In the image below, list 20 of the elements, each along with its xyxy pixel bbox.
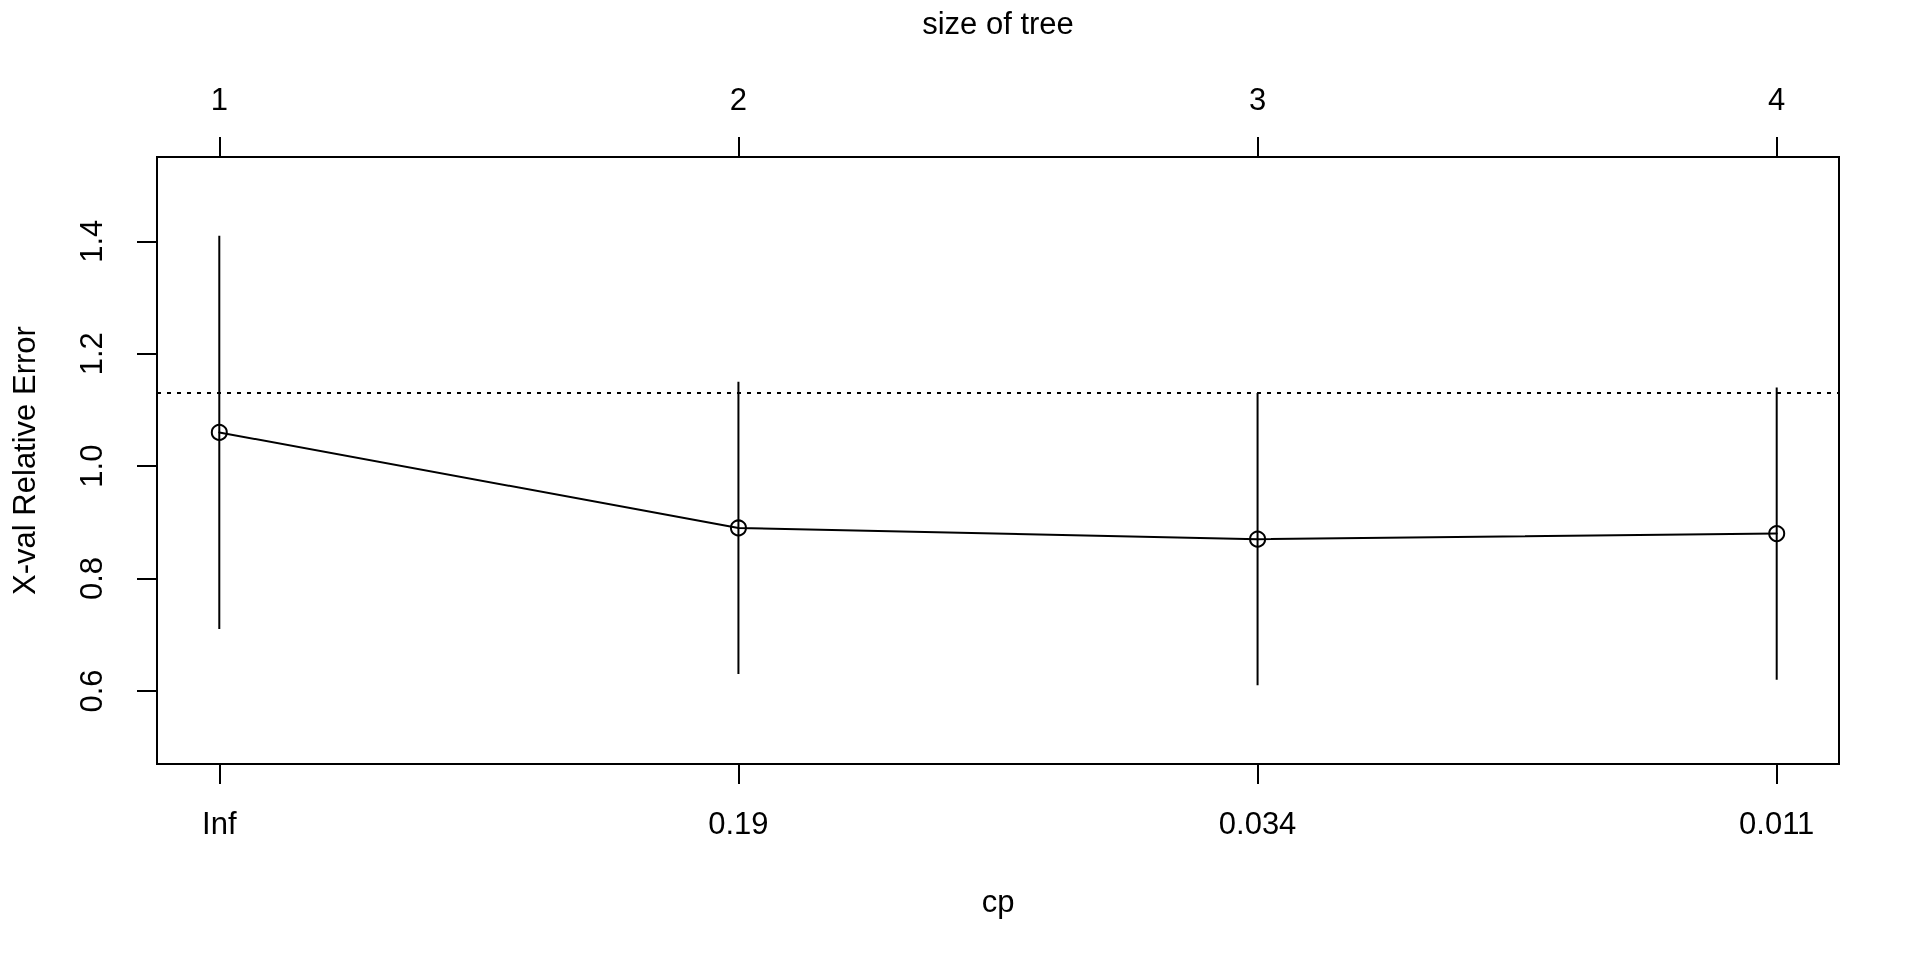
- x-tick-label: 0.011: [1739, 806, 1815, 841]
- point: [729, 519, 747, 537]
- point: [1768, 525, 1786, 543]
- x2-axis-title: size of tree: [922, 6, 1074, 41]
- point: [1249, 530, 1267, 548]
- point: [210, 423, 228, 441]
- x2-tick-label: 2: [729, 82, 748, 117]
- y-tick-label: 1.0: [74, 444, 109, 488]
- x2-tick-label: 4: [1768, 82, 1786, 117]
- x2-tick-label: 1: [210, 82, 228, 117]
- x-tick-label: Inf: [202, 806, 237, 841]
- y-tick-label: 1.2: [74, 332, 109, 376]
- y-axis-title: X-val Relative Error: [7, 326, 42, 595]
- y-tick-label: 1.4: [74, 219, 109, 263]
- x-axis-title: cp: [981, 884, 1015, 919]
- x-tick-label: 0.034: [1218, 806, 1297, 841]
- x-tick-label: 0.19: [708, 806, 769, 841]
- y-tick-label: 0.8: [74, 556, 109, 601]
- x2-tick-label: 3: [1248, 82, 1267, 117]
- y-tick-label: 0.6: [74, 669, 109, 713]
